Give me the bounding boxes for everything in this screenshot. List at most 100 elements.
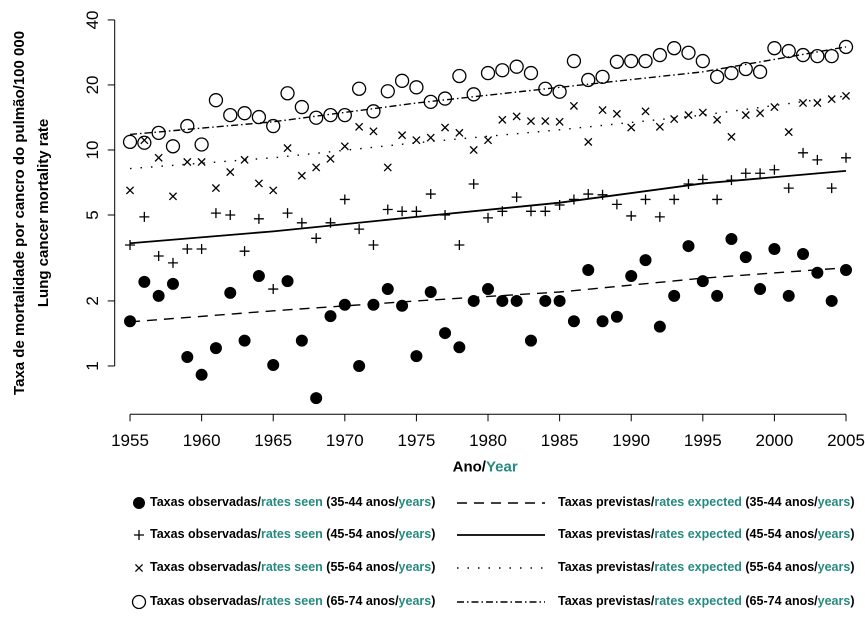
marker-cross bbox=[398, 131, 407, 140]
marker-circle bbox=[280, 86, 295, 101]
legend-label-part: Taxas observadas/ bbox=[150, 560, 261, 574]
marker-cross bbox=[312, 163, 321, 172]
marker-dot bbox=[553, 294, 566, 307]
marker-plus bbox=[139, 211, 150, 222]
marker-circle bbox=[480, 65, 496, 81]
marker-dot bbox=[825, 294, 838, 307]
x-axis-title-part: Year bbox=[486, 458, 518, 475]
marker-circle bbox=[695, 53, 710, 69]
x-axis-title-part: Ano/ bbox=[453, 458, 487, 475]
marker-circle bbox=[667, 41, 682, 56]
marker-plus bbox=[712, 194, 723, 205]
marker-cross bbox=[168, 192, 178, 201]
marker-dot bbox=[582, 264, 595, 277]
marker-plus bbox=[583, 189, 594, 200]
marker-plus bbox=[282, 208, 293, 219]
marker-plus bbox=[134, 530, 144, 540]
marker-plus bbox=[454, 240, 465, 251]
marker-plus bbox=[311, 233, 322, 244]
legend-label-part: rates seen bbox=[261, 594, 323, 608]
legend-label-part: rates seen bbox=[261, 495, 323, 509]
marker-plus bbox=[253, 213, 264, 224]
marker-circle bbox=[423, 94, 438, 110]
legend-label-part: Taxas observadas/ bbox=[150, 495, 261, 509]
marker-cross bbox=[483, 136, 493, 145]
marker-plus bbox=[511, 192, 522, 203]
marker-plus bbox=[397, 206, 408, 217]
marker-circle bbox=[738, 61, 753, 77]
marker-circle bbox=[131, 594, 147, 610]
marker-circle bbox=[208, 93, 224, 108]
marker-dot bbox=[496, 294, 509, 307]
marker-dot bbox=[653, 320, 666, 333]
marker-cross bbox=[713, 115, 722, 124]
marker-dot bbox=[596, 315, 609, 328]
legend-label-part: Taxas previstas/ bbox=[558, 527, 655, 541]
fitted-line bbox=[129, 95, 847, 170]
marker-circle bbox=[752, 64, 768, 79]
marker-cross bbox=[412, 136, 421, 145]
legend-label-part: years bbox=[399, 495, 432, 509]
legend-label-part: years bbox=[818, 495, 851, 509]
marker-plus bbox=[841, 152, 852, 163]
legend-label-part: (35-44 anos/ bbox=[742, 495, 818, 509]
marker-circle bbox=[681, 45, 696, 60]
legend-label-part: ) bbox=[431, 527, 435, 541]
marker-cross bbox=[340, 142, 349, 151]
marker-circle bbox=[624, 53, 639, 69]
legend-label: Taxas observadas/rates seen (65-74 anos/… bbox=[150, 594, 435, 608]
marker-plus bbox=[368, 240, 379, 251]
legend-label-part: rates expected bbox=[654, 527, 742, 541]
marker-cross bbox=[627, 123, 636, 132]
marker-dot bbox=[338, 298, 351, 311]
marker-plus bbox=[597, 189, 608, 200]
x-tick-label: 1970 bbox=[326, 431, 364, 450]
marker-circle bbox=[709, 69, 725, 85]
legend-label: Taxas observadas/rates seen (35-44 anos/… bbox=[150, 495, 435, 509]
marker-cross bbox=[584, 137, 593, 146]
marker-cross bbox=[512, 112, 521, 121]
legend-label-part: rates expected bbox=[654, 560, 742, 574]
marker-cross bbox=[655, 122, 664, 131]
y-tick-label: 40 bbox=[83, 10, 102, 29]
marker-dot bbox=[639, 254, 652, 267]
legend-label-part: ) bbox=[431, 594, 435, 608]
marker-circle bbox=[294, 99, 310, 115]
legend-label-part: years bbox=[399, 594, 432, 608]
marker-circle bbox=[824, 48, 839, 64]
marker-circle bbox=[266, 118, 281, 134]
marker-cross bbox=[741, 111, 750, 120]
marker-dot bbox=[138, 275, 151, 288]
x-tick-label: 1990 bbox=[612, 431, 650, 450]
legend-label-part: (55-64 anos/ bbox=[742, 560, 818, 574]
x-axis-title: Ano/Year bbox=[453, 458, 518, 475]
marker-plus bbox=[654, 211, 665, 222]
legend-label-part: (45-54 anos/ bbox=[742, 527, 818, 541]
x-tick-label: 1965 bbox=[254, 431, 292, 450]
marker-circle bbox=[323, 107, 338, 123]
marker-circle bbox=[380, 84, 395, 99]
marker-circle bbox=[509, 59, 524, 74]
fitted-line bbox=[129, 267, 847, 323]
marker-cross bbox=[211, 184, 220, 193]
legend-label-part: years bbox=[399, 527, 432, 541]
marker-cross bbox=[383, 163, 392, 172]
marker-circle bbox=[137, 135, 152, 150]
marker-plus bbox=[382, 204, 393, 215]
marker-circle bbox=[452, 68, 467, 84]
y-tick-label: 2 bbox=[83, 296, 102, 305]
marker-plus bbox=[210, 208, 221, 219]
marker-plus bbox=[182, 243, 193, 254]
marker-dot bbox=[295, 334, 308, 347]
y-tick-label: 5 bbox=[83, 210, 102, 219]
marker-dot bbox=[324, 310, 337, 323]
marker-plus bbox=[268, 284, 279, 295]
marker-cross bbox=[426, 133, 435, 142]
legend-label-part: (65-74 anos/ bbox=[742, 594, 818, 608]
marker-dot bbox=[725, 233, 738, 246]
marker-circle bbox=[223, 107, 238, 123]
legend-label-part: ) bbox=[850, 527, 854, 541]
marker-plus bbox=[425, 189, 436, 200]
marker-cross bbox=[297, 171, 306, 180]
